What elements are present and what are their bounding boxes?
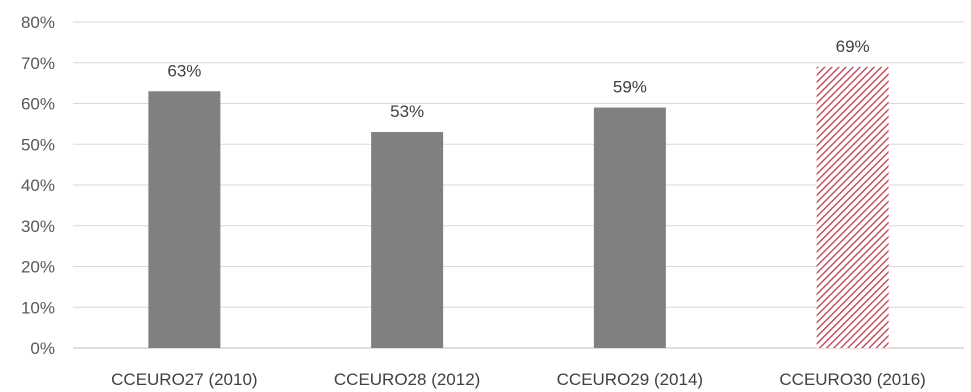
- y-tick-label: 0%: [30, 339, 55, 358]
- data-label-2: 53%: [390, 102, 424, 121]
- y-tick-label: 40%: [21, 176, 55, 195]
- category-label-3: CCEURO29 (2014): [557, 370, 703, 389]
- category-label-1: CCEURO27 (2010): [111, 370, 257, 389]
- y-tick-label: 70%: [21, 54, 55, 73]
- data-label-1: 63%: [167, 61, 201, 80]
- y-tick-label: 80%: [21, 13, 55, 32]
- category-label-4: CCEURO30 (2016): [779, 370, 925, 389]
- y-tick-label: 30%: [21, 217, 55, 236]
- y-tick-label: 10%: [21, 298, 55, 317]
- bars: [148, 66, 889, 349]
- gridlines: [73, 21, 964, 349]
- data-labels: 63% 53% 59% 69%: [167, 37, 869, 121]
- bar-1: [148, 91, 221, 349]
- data-label-4: 69%: [836, 37, 870, 56]
- bar-2: [371, 132, 444, 348]
- y-tick-label: 20%: [21, 258, 55, 277]
- bar-3: [593, 107, 666, 348]
- x-axis-category-labels: CCEURO27 (2010) CCEURO28 (2012) CCEURO29 (…: [111, 370, 926, 389]
- y-tick-label: 60%: [21, 95, 55, 114]
- bar-4: [816, 66, 889, 348]
- category-label-2: CCEURO28 (2012): [334, 370, 480, 389]
- y-axis-tick-labels: 0% 10% 20% 30% 40% 50% 60% 70% 80%: [21, 13, 55, 358]
- data-label-3: 59%: [613, 78, 647, 97]
- y-tick-label: 50%: [21, 135, 55, 154]
